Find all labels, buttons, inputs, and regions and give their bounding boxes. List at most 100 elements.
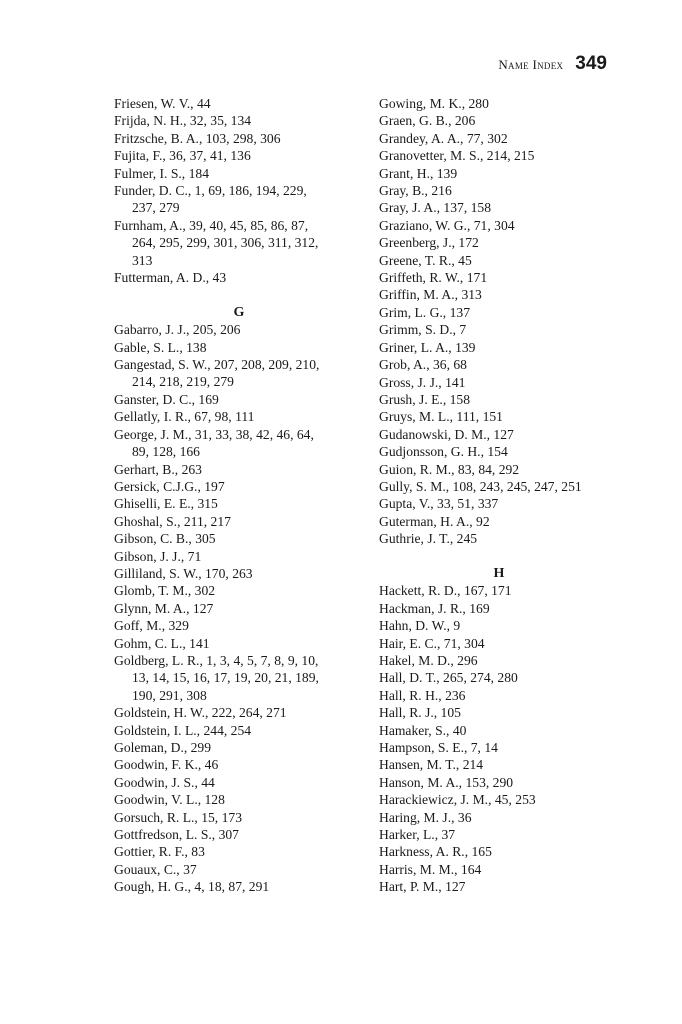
index-entry: Hakel, M. D., 296 [379, 652, 619, 669]
index-entry: Funder, D. C., 1, 69, 186, 194, 229, 237,… [114, 182, 364, 217]
index-entry-text: Goodwin, F. K., 46 [114, 757, 219, 773]
index-entry-text: Greenberg, J., 172 [379, 235, 479, 251]
index-entry: Grim, L. G., 137 [379, 304, 619, 321]
index-entry-text: Gudjonsson, G. H., 154 [379, 444, 508, 460]
index-entry-text: Goodwin, J. S., 44 [114, 774, 215, 790]
index-entry-text: Gowing, M. K., 280 [379, 96, 489, 111]
index-entry-text: Gottier, R. F., 83 [114, 844, 205, 860]
index-entry-text: Gable, S. L., 138 [114, 339, 207, 355]
index-entry-text: Fritzsche, B. A., 103, 298, 306 [114, 130, 281, 146]
index-entry-text: Goldberg, L. R., 1, 3, 4, 5, 7, 8, 9, 10… [114, 652, 319, 668]
index-entry-text: Guion, R. M., 83, 84, 292 [379, 461, 520, 477]
index-entry-text: Goff, M., 329 [114, 618, 189, 634]
index-entry-text: Griffeth, R. W., 171 [379, 270, 488, 286]
index-entry-text: Grush, J. E., 158 [379, 391, 471, 407]
index-entry-text: Hakel, M. D., 296 [379, 652, 478, 668]
index-entry-text: Goodwin, V. L., 128 [114, 792, 225, 808]
index-entry-text: Griner, L. A., 139 [379, 339, 476, 355]
index-entry: Furnham, A., 39, 40, 45, 85, 86, 87, 264,… [114, 217, 364, 269]
index-entry: Harris, M. M., 164 [379, 861, 619, 878]
index-entry: Gruys, M. L., 111, 151 [379, 408, 619, 425]
index-entry: Ghoshal, S., 211, 217 [114, 513, 364, 530]
index-entry-text: Graziano, W. G., 71, 304 [379, 217, 515, 233]
index-entry-text: Hall, R. H., 236 [379, 687, 466, 703]
index-entry: Frijda, N. H., 32, 35, 134 [114, 112, 364, 129]
index-entry-continuation: 313 [132, 252, 153, 268]
index-entry: Grob, A., 36, 68 [379, 356, 619, 373]
index-entry-text: Gupta, V., 33, 51, 337 [379, 496, 499, 512]
index-entry: Gorsuch, R. L., 15, 173 [114, 809, 364, 826]
index-entry-text: Gabarro, J. J., 205, 206 [114, 322, 241, 338]
index-entry: Hampson, S. E., 7, 14 [379, 739, 619, 756]
index-entry: Fritzsche, B. A., 103, 298, 306 [114, 130, 364, 147]
index-entry-text: Harkness, A. R., 165 [379, 844, 492, 860]
index-entry: Gabarro, J. J., 205, 206 [114, 321, 364, 338]
section-spacer [114, 286, 364, 303]
index-entry: Gudjonsson, G. H., 154 [379, 443, 619, 460]
index-entry: Grush, J. E., 158 [379, 391, 619, 408]
index-entry-text: Gibson, J. J., 71 [114, 548, 202, 564]
index-entry: Gangestad, S. W., 207, 208, 209, 210, 214… [114, 356, 364, 391]
index-entry: Goldberg, L. R., 1, 3, 4, 5, 7, 8, 9, 10… [114, 652, 364, 704]
index-entry-text: Gilliland, S. W., 170, 263 [114, 565, 253, 581]
index-entry: Guion, R. M., 83, 84, 292 [379, 461, 619, 478]
index-entry-text: Gohm, C. L., 141 [114, 635, 210, 651]
index-entry-text: Goldstein, I. L., 244, 254 [114, 722, 252, 738]
index-entry: Gray, B., 216 [379, 182, 619, 199]
index-entry: Gross, J. J., 141 [379, 374, 619, 391]
index-entry: Harackiewicz, J. M., 45, 253 [379, 791, 619, 808]
index-entry-text: Gorsuch, R. L., 15, 173 [114, 809, 242, 825]
index-entry: Graziano, W. G., 71, 304 [379, 217, 619, 234]
index-entry: Glynn, M. A., 127 [114, 600, 364, 617]
index-entry: Hamaker, S., 40 [379, 722, 619, 739]
index-entry-text: Friesen, W. V., 44 [114, 96, 211, 111]
index-entry-text: Gruys, M. L., 111, 151 [379, 409, 503, 425]
index-entry-continuation: 89, 128, 166 [132, 444, 200, 460]
index-entry-text: Grandey, A. A., 77, 302 [379, 130, 508, 146]
index-entry-text: Fulmer, I. S., 184 [114, 165, 209, 181]
index-entry-text: Gibson, C. B., 305 [114, 531, 216, 547]
index-entry: Goodwin, V. L., 128 [114, 791, 364, 808]
index-entry-continuation: 214, 218, 219, 279 [132, 374, 234, 390]
index-entry: Hair, E. C., 71, 304 [379, 635, 619, 652]
index-entry: Fulmer, I. S., 184 [114, 165, 364, 182]
index-entry: Griffeth, R. W., 171 [379, 269, 619, 286]
index-entry: Grimm, S. D., 7 [379, 321, 619, 338]
index-entry-text: George, J. M., 31, 33, 38, 42, 46, 64, [114, 426, 314, 442]
index-entry-text: Hall, R. J., 105 [379, 705, 461, 721]
index-entry: Hall, R. H., 236 [379, 687, 619, 704]
index-entry-text: Hair, E. C., 71, 304 [379, 635, 485, 651]
index-entry: Greene, T. R., 45 [379, 252, 619, 269]
index-entry-text: Hackett, R. D., 167, 171 [379, 583, 512, 599]
index-entry-text: Gangestad, S. W., 207, 208, 209, 210, [114, 357, 320, 373]
index-entry: Gilliland, S. W., 170, 263 [114, 565, 364, 582]
index-entry-continuation: 190, 291, 308 [132, 687, 207, 703]
index-entry-text: Hanson, M. A., 153, 290 [379, 774, 514, 790]
index-entry: Hansen, M. T., 214 [379, 756, 619, 773]
index-entry-text: Gough, H. G., 4, 18, 87, 291 [114, 879, 270, 895]
index-entry-text: Grob, A., 36, 68 [379, 357, 467, 373]
index-entry-continuation: 264, 295, 299, 301, 306, 311, 312, [132, 235, 319, 251]
index-entry-text: Gray, J. A., 137, 158 [379, 200, 492, 216]
index-entry: Harker, L., 37 [379, 826, 619, 843]
index-entry-text: Grimm, S. D., 7 [379, 322, 467, 338]
index-entry: Gellatly, I. R., 67, 98, 111 [114, 408, 364, 425]
index-column-right: Gowing, M. K., 280 Graen, G. B., 206 Grand… [379, 95, 619, 896]
index-entry-text: Goleman, D., 299 [114, 740, 212, 756]
running-header: Name Index 349 [498, 53, 607, 75]
index-entry-text: Gerhart, B., 263 [114, 461, 202, 477]
index-entry-text: Glomb, T. M., 302 [114, 583, 216, 599]
index-entry-text: Hackman, J. R., 169 [379, 600, 490, 616]
index-entry-text: Fujita, F., 36, 37, 41, 136 [114, 148, 251, 164]
index-entry-text: Furnham, A., 39, 40, 45, 85, 86, 87, [114, 217, 309, 233]
index-entry-text: Guterman, H. A., 92 [379, 513, 490, 529]
index-entry: Gersick, C.J.G., 197 [114, 478, 364, 495]
index-entry: Goodwin, J. S., 44 [114, 774, 364, 791]
index-entry: Haring, M. J., 36 [379, 809, 619, 826]
index-entry: Gerhart, B., 263 [114, 461, 364, 478]
section-spacer [379, 548, 619, 565]
index-entry-text: Hart, P. M., 127 [379, 879, 466, 895]
index-entry-text: Hansen, M. T., 214 [379, 757, 484, 773]
running-title: Name Index [498, 57, 564, 72]
section-letter-heading: G [233, 304, 245, 320]
